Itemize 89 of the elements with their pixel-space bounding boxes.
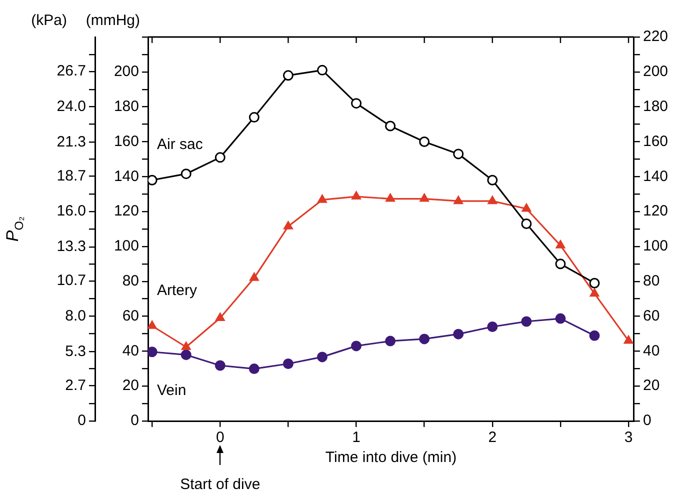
- point: [454, 196, 464, 204]
- x-tick-label: 2: [488, 429, 497, 446]
- y3-tick-label: 40: [642, 342, 660, 360]
- y-tick-label: 24.0: [56, 98, 86, 115]
- point: [590, 288, 600, 297]
- point: [487, 174, 498, 186]
- point: [180, 350, 192, 360]
- point: [419, 334, 430, 344]
- point: [351, 98, 362, 109]
- point: [453, 148, 464, 160]
- y2-tick-label: 40: [122, 342, 139, 360]
- y-tick-label: 16.0: [56, 202, 86, 220]
- point: [214, 152, 226, 163]
- point: [624, 335, 634, 344]
- point: [521, 316, 532, 327]
- y-tick-label: 13.3: [56, 238, 86, 256]
- y3-tick-label: 220: [642, 28, 668, 46]
- point: [555, 313, 566, 324]
- point: [352, 191, 361, 200]
- point: [589, 278, 600, 288]
- x-tick-label: 3: [624, 429, 633, 446]
- y-axis-title: PO₂: [3, 216, 26, 242]
- y2-tick-label: 180: [114, 98, 139, 115]
- y3-tick-label: 140: [642, 168, 668, 185]
- x-tick-label: 1: [352, 429, 360, 446]
- y2-tick-label: 80: [122, 272, 139, 290]
- point: [282, 358, 294, 369]
- point: [487, 321, 498, 332]
- y2-tick-label: 140: [114, 168, 139, 185]
- point: [351, 340, 362, 352]
- y3-tick-label: 80: [642, 272, 660, 290]
- point: [385, 336, 396, 346]
- y2-tick-label: 20: [122, 377, 139, 394]
- y3-tick-label: 0: [642, 412, 652, 430]
- point: [555, 258, 566, 270]
- y3-tick-label: 60: [642, 307, 660, 324]
- y2-tick-label: 100: [114, 238, 139, 255]
- y2-tick-label: 200: [114, 63, 139, 80]
- point: [316, 64, 328, 76]
- point: [282, 70, 294, 81]
- point: [318, 194, 327, 203]
- point: [284, 221, 293, 230]
- y-tick-label: 5.3: [65, 342, 86, 360]
- point: [385, 120, 396, 132]
- y2-tick-label: 0: [130, 412, 139, 430]
- point: [181, 342, 191, 350]
- text: (mmHg): [86, 12, 140, 29]
- point: [148, 320, 157, 329]
- point: [419, 136, 430, 147]
- point: [589, 330, 600, 341]
- point: [148, 346, 158, 358]
- y3-tick-label: 20: [642, 377, 660, 394]
- series-label: Vein: [157, 382, 186, 399]
- series-label: Air sac: [157, 136, 204, 154]
- y-tick-label: 18.7: [56, 167, 86, 184]
- y2-tick-label: 120: [114, 202, 139, 220]
- y-tick-label: 26.7: [56, 62, 86, 80]
- y-tick-label: 2.7: [65, 376, 86, 394]
- x-tick-label: 0: [216, 429, 224, 446]
- point: [556, 240, 566, 248]
- point: [522, 204, 532, 212]
- point: [180, 168, 192, 180]
- text: (kPa): [31, 12, 67, 29]
- text: Start of dive: [180, 476, 260, 493]
- y-tick-label: 21.3: [56, 133, 86, 150]
- y3-tick-label: 200: [642, 63, 668, 80]
- point: [453, 328, 464, 340]
- x-axis-title: Time into dive (min): [325, 449, 457, 466]
- point: [248, 364, 260, 374]
- y3-tick-label: 180: [642, 98, 668, 115]
- y-tick-label: 8.0: [65, 307, 86, 324]
- y-tick-label: 10.7: [56, 272, 86, 290]
- point: [488, 196, 498, 204]
- point: [216, 312, 225, 322]
- series-label: Artery: [157, 282, 198, 299]
- point: [148, 174, 158, 186]
- y2-tick-label: 60: [122, 307, 139, 324]
- point: [214, 360, 226, 371]
- y3-tick-label: 160: [642, 132, 668, 150]
- point: [386, 194, 395, 202]
- y3-tick-label: 120: [642, 202, 668, 220]
- point: [248, 112, 260, 123]
- y2-tick-label: 160: [114, 132, 139, 150]
- point: [521, 218, 532, 230]
- y-tick-label: 0: [78, 412, 86, 430]
- y3-tick-label: 100: [642, 238, 668, 255]
- point: [250, 272, 259, 281]
- point: [420, 194, 429, 202]
- point: [316, 352, 328, 362]
